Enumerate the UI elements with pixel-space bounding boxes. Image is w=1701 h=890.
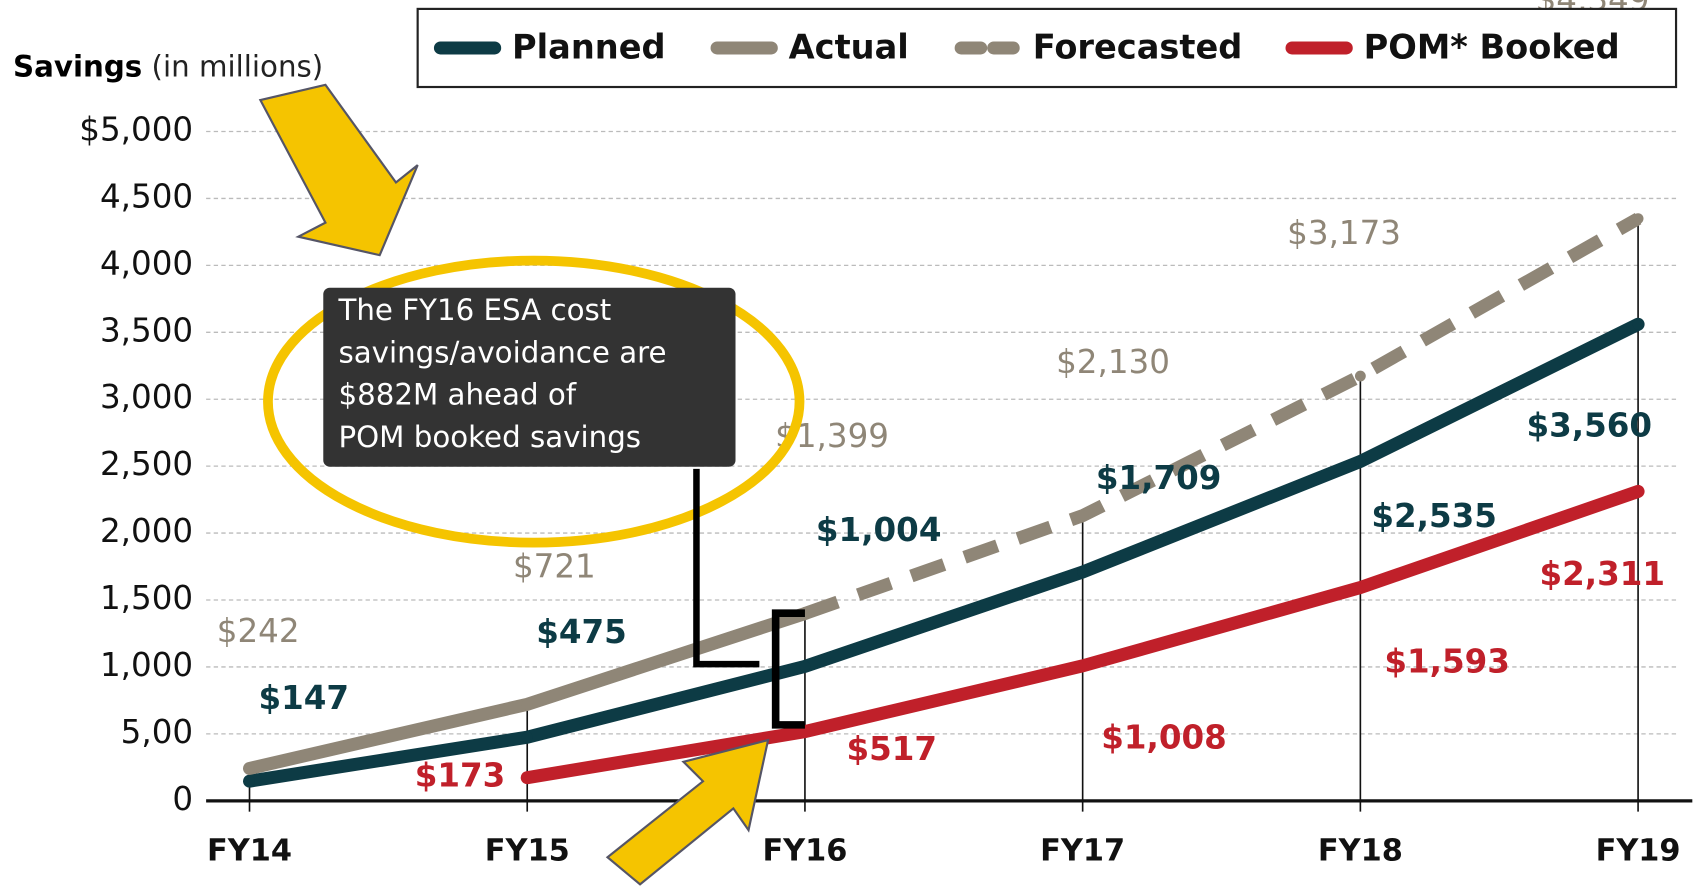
legend-box xyxy=(416,7,1678,89)
data-point xyxy=(799,726,811,738)
y-tick-label: 4,000 xyxy=(100,244,193,282)
legend-label: Planned xyxy=(512,28,666,67)
legend-label: Forecasted xyxy=(1033,28,1243,67)
y-label-rest: (in millions) xyxy=(152,49,324,83)
y-tick-label: 1,000 xyxy=(100,646,193,684)
y-axis-label: Savings (in millions) xyxy=(13,49,323,83)
annotation-line: savings/avoidance are xyxy=(338,335,666,369)
data-point xyxy=(1354,582,1366,593)
x-tick-label: FY17 xyxy=(1040,833,1125,868)
arrow xyxy=(605,738,770,886)
data-point xyxy=(1077,566,1089,578)
annotation-line: The FY16 ESA cost xyxy=(337,293,611,327)
data-label: $475 xyxy=(536,613,627,651)
data-point xyxy=(1077,510,1089,522)
data-point xyxy=(1354,456,1366,467)
y-tick-label: 4,500 xyxy=(100,177,193,215)
x-tick-label: FY19 xyxy=(1596,833,1681,868)
data-point xyxy=(244,763,255,774)
y-tick-label: 2,500 xyxy=(100,445,193,483)
data-point xyxy=(1632,318,1644,330)
data-label: $1,593 xyxy=(1384,643,1510,681)
data-point xyxy=(1354,370,1366,382)
data-label: $2,535 xyxy=(1371,497,1497,535)
data-label: $147 xyxy=(258,679,349,717)
data-point xyxy=(521,772,533,784)
data-label: $721 xyxy=(513,548,596,586)
x-tick-label: FY15 xyxy=(485,833,570,868)
y-tick-label: $5,000 xyxy=(79,110,193,148)
data-point xyxy=(521,731,533,743)
data-label: $173 xyxy=(415,757,506,795)
y-tick-label: 3,500 xyxy=(100,311,193,349)
x-tick-label: FY14 xyxy=(207,833,292,868)
annotation-box xyxy=(323,287,736,467)
bracket xyxy=(771,609,805,729)
y-tick-label: 1,500 xyxy=(100,579,193,617)
data-point xyxy=(1632,213,1644,225)
annotation-line: $882M ahead of xyxy=(338,378,576,412)
data-label: $1,008 xyxy=(1101,719,1227,757)
legend-label: POM* Booked xyxy=(1364,28,1620,67)
data-label: $3,173 xyxy=(1287,214,1401,252)
series-line xyxy=(802,212,1642,620)
connector xyxy=(693,468,760,668)
data-label: $3,560 xyxy=(1526,406,1652,444)
y-tick-label: 5,00 xyxy=(121,713,193,751)
x-tick-label: FY18 xyxy=(1318,833,1403,868)
highlight-ellipse xyxy=(263,255,805,548)
legend-label: Actual xyxy=(789,28,909,67)
series-line xyxy=(243,317,1645,788)
data-point xyxy=(244,775,255,787)
annotation-line: POM booked savings xyxy=(338,420,641,454)
data-point xyxy=(1077,660,1089,672)
arrow xyxy=(258,83,419,257)
y-tick-label: 2,000 xyxy=(100,512,193,550)
data-label: $1,709 xyxy=(1096,459,1222,497)
data-label: $1,004 xyxy=(816,511,942,549)
y-tick-label: 3,000 xyxy=(100,378,193,416)
data-label: $242 xyxy=(217,612,300,650)
y-label-bold: Savings xyxy=(13,49,142,83)
data-point xyxy=(799,660,811,672)
x-tick-label: FY16 xyxy=(762,833,847,868)
data-point xyxy=(1632,486,1644,497)
data-label: $2,311 xyxy=(1540,555,1666,593)
data-label: $2,130 xyxy=(1056,343,1170,381)
data-point xyxy=(521,698,533,710)
data-label: $517 xyxy=(846,730,937,768)
y-tick-label: 0 xyxy=(172,780,193,818)
